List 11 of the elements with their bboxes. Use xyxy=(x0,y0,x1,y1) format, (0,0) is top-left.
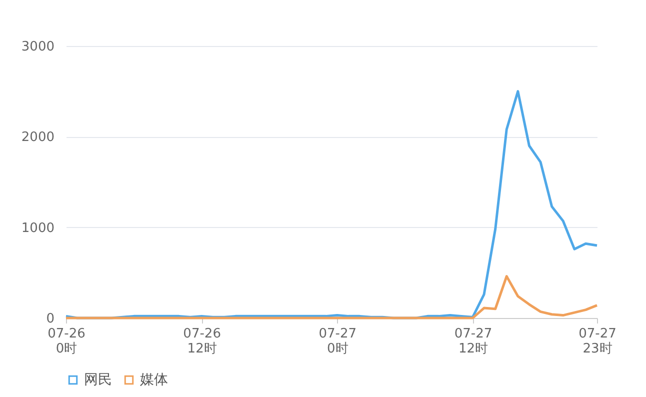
y-tick-label: 3000 xyxy=(21,40,54,54)
x-tick-label: 07-27 23时 xyxy=(578,326,616,356)
x-tick-label: 07-27 12时 xyxy=(454,326,492,356)
x-tick-label: 07-27 0时 xyxy=(318,326,357,356)
x-tick-label: 07-26 0时 xyxy=(48,326,86,356)
legend-label: 媒体 xyxy=(140,372,168,388)
x-tick-label: 07-26 12时 xyxy=(183,326,221,356)
y-tick-label: 1000 xyxy=(21,220,54,236)
legend-label: 网民 xyxy=(84,372,112,388)
y-tick-label: 2000 xyxy=(21,130,54,146)
y-tick-label: 0 xyxy=(46,312,54,326)
